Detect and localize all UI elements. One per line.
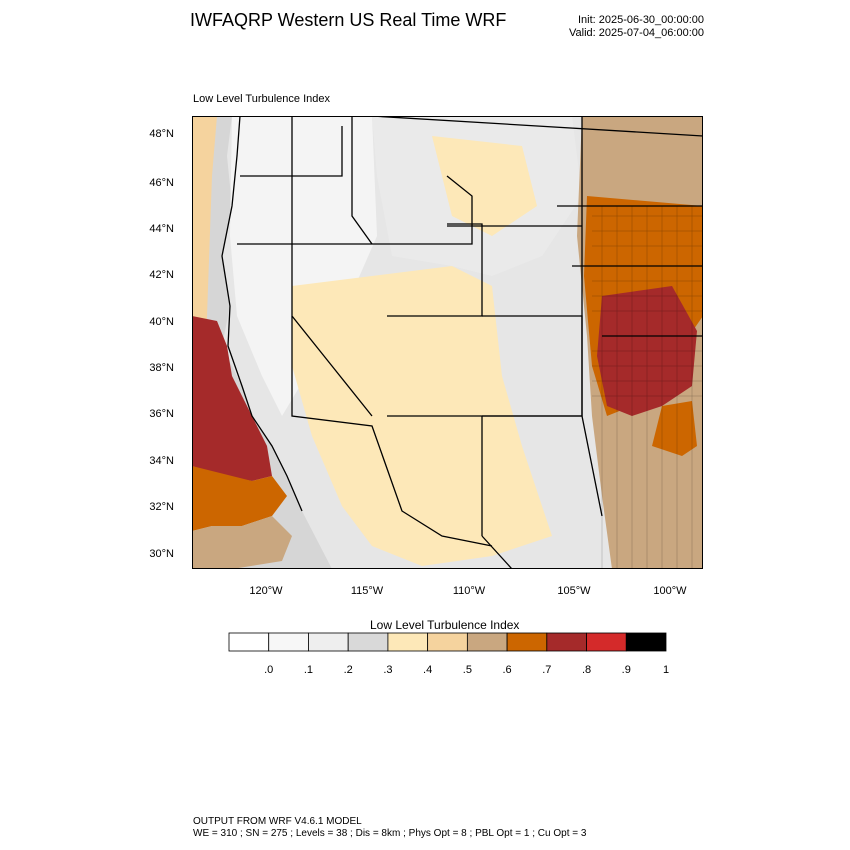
colorbar-tick-label: .5 bbox=[462, 664, 472, 676]
colorbar-box bbox=[546, 632, 587, 652]
az-border bbox=[291, 316, 493, 547]
california-offshore-high bbox=[192, 316, 272, 481]
colorbar-box bbox=[347, 632, 389, 652]
colorbar bbox=[228, 632, 667, 652]
footer-line-2: WE = 310 ; SN = 275 ; Levels = 38 ; Dis … bbox=[193, 828, 587, 839]
colorbar-tick-label: .0 bbox=[264, 664, 274, 676]
colorbar-tick-label: .8 bbox=[581, 664, 592, 676]
colorbar-tick-label: .6 bbox=[502, 664, 512, 676]
footer-line-1: OUTPUT FROM WRF V4.6.1 MODEL bbox=[193, 816, 362, 827]
canada-border bbox=[371, 116, 703, 137]
mexico-border bbox=[481, 535, 513, 569]
plains-west bbox=[581, 116, 603, 517]
init-time: Init: 2025-06-30_00:00:00 bbox=[578, 14, 704, 26]
plot-label: Low Level Turbulence Index bbox=[193, 93, 330, 105]
california-offshore-moderate bbox=[192, 466, 287, 531]
lon-label: 110°W bbox=[452, 585, 486, 597]
lat-label: 36°N bbox=[149, 408, 174, 420]
colorbar-box bbox=[228, 632, 270, 652]
lat-label: 34°N bbox=[149, 455, 174, 467]
wa-or-border bbox=[240, 126, 343, 177]
colorbar-tick-label: 1 bbox=[662, 664, 670, 676]
lon-label: 100°W bbox=[653, 585, 687, 597]
colorbar-box bbox=[586, 632, 627, 652]
west-coast bbox=[221, 116, 303, 512]
lat-label: 30°N bbox=[149, 548, 174, 560]
lon-label: 115°W bbox=[350, 585, 384, 597]
run-times: Init: 2025-06-30_00:00:00 Valid: 2025-07… bbox=[569, 14, 704, 40]
colorbar-tick-label: .4 bbox=[423, 664, 433, 676]
turbulence-map bbox=[192, 116, 703, 569]
map-title: IWFAQRP Western US Real Time WRF bbox=[190, 10, 507, 30]
borders bbox=[221, 116, 703, 569]
lat-label: 44°N bbox=[149, 223, 174, 235]
valid-time: Valid: 2025-07-04_06:00:00 bbox=[569, 27, 704, 39]
utah bbox=[387, 223, 483, 317]
colorbar-tick-label: .7 bbox=[542, 664, 552, 676]
colorbar-box bbox=[625, 632, 667, 652]
colorbar-tick-label: .1 bbox=[303, 664, 314, 676]
colorbar-box bbox=[308, 632, 349, 652]
id-ut-border bbox=[372, 175, 473, 245]
lat-label: 48°N bbox=[149, 128, 174, 140]
idaho-west bbox=[351, 116, 373, 245]
colorbar-title: Low Level Turbulence Index bbox=[370, 618, 520, 632]
colorbar-tick-label: .2 bbox=[343, 664, 353, 676]
lat-label: 32°N bbox=[149, 501, 174, 513]
county-grid bbox=[592, 206, 703, 569]
model-footer: OUTPUT FROM WRF V4.6.1 MODEL WE = 310 ; … bbox=[193, 816, 586, 840]
pacific-northwest-land bbox=[230, 116, 377, 416]
colorbar-box bbox=[466, 632, 508, 652]
lon-label: 120°W bbox=[249, 585, 283, 597]
colorbar-tick-label: .3 bbox=[383, 664, 393, 676]
lon-label: 105°W bbox=[557, 585, 591, 597]
offshore-band-south bbox=[192, 516, 292, 569]
lat-label: 38°N bbox=[149, 362, 174, 374]
map-frame bbox=[192, 116, 703, 569]
oklahoma-orange bbox=[652, 401, 697, 456]
colorbar-tick-label: .9 bbox=[621, 664, 631, 676]
lat-label: 42°N bbox=[149, 269, 174, 281]
colorbar-box bbox=[268, 632, 309, 652]
colorbar-box bbox=[506, 632, 548, 652]
ca-nv-border bbox=[291, 116, 373, 417]
lat-label: 46°N bbox=[149, 177, 174, 189]
colorbar-box bbox=[387, 632, 429, 652]
lat-label: 40°N bbox=[149, 316, 174, 328]
colorbar-box bbox=[427, 632, 468, 652]
montana-patch bbox=[432, 136, 537, 236]
